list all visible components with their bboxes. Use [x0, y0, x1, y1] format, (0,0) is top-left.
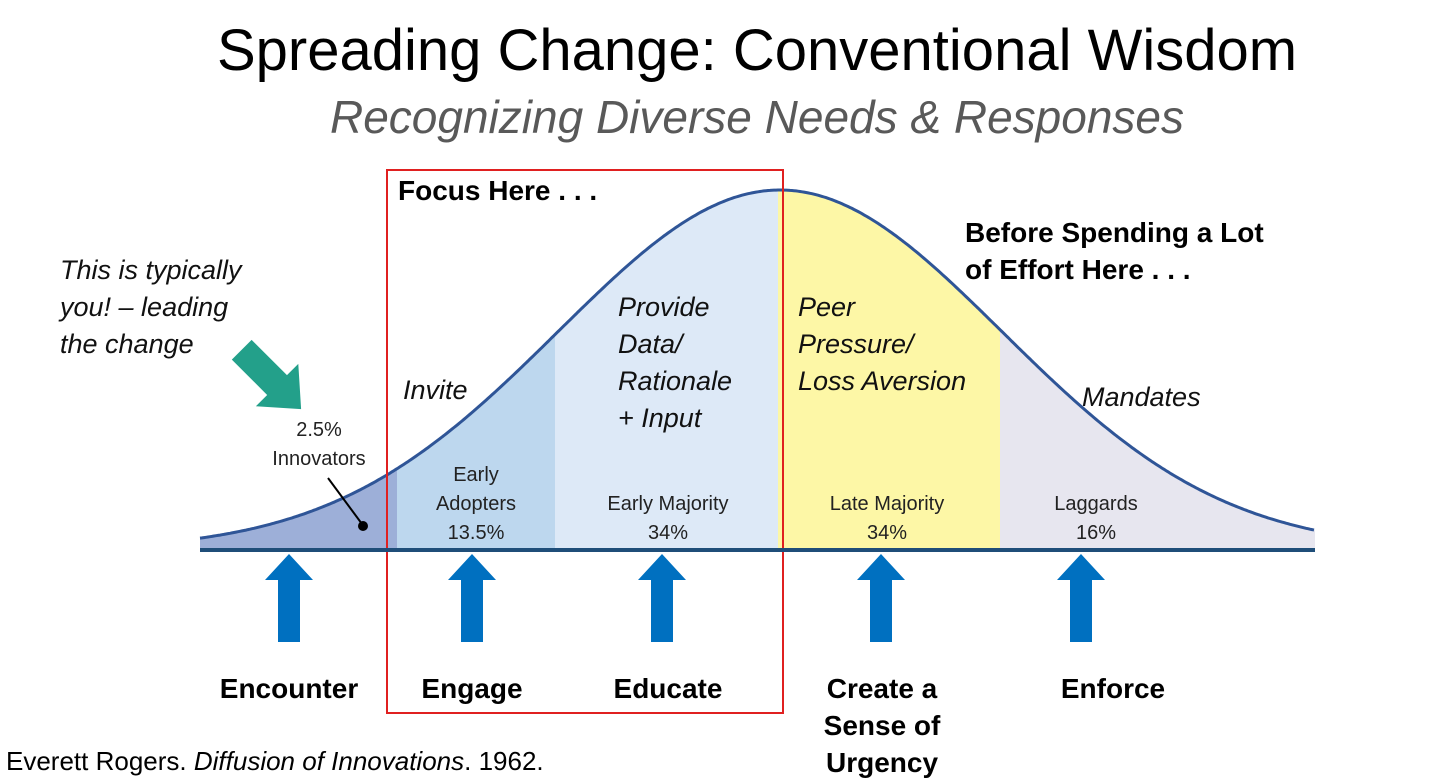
approach-label-line: Pressure/ [798, 329, 916, 359]
stage-label: Create a Sense of Urgency [824, 673, 941, 778]
approach-label-line: Rationale [618, 366, 732, 396]
segment-label: Laggards 16% [1054, 493, 1137, 544]
before-line: of Effort Here . . . [965, 254, 1191, 285]
segment-area [200, 468, 397, 550]
segment-label-line: Adopters [436, 493, 516, 515]
callout-line: the change [60, 329, 194, 359]
approach-label-line: Provide [618, 292, 710, 322]
segment-area [778, 190, 1000, 550]
curve-line [199, 188, 1315, 540]
citation-year: . 1962. [464, 746, 544, 776]
labels: 2.5% Innovators Early Adopters 13.5% Early Ma… [220, 292, 1201, 778]
approach-label: Mandates [1082, 382, 1201, 412]
citation: Everett Rogers. Diffusion of Innovations… [6, 746, 544, 776]
callout: This is typically you! – leading the cha… [58, 255, 249, 359]
segment-area [555, 190, 778, 550]
before-note: Before Spending a Lot of Effort Here . .… [965, 217, 1271, 285]
up-arrow [638, 554, 686, 642]
segment-label: Early Majority 34% [607, 493, 728, 544]
approach-label-line: + Input [618, 403, 703, 433]
focus-note: Focus Here . . . [398, 175, 597, 206]
approach-label: Peer Pressure/Loss Aversion [798, 292, 966, 396]
segment-label-line: 34% [648, 522, 688, 544]
segment-label: Early Adopters 13.5% [436, 464, 516, 544]
bell-curve [199, 188, 1315, 550]
approach-label-line: Peer [798, 292, 856, 322]
approach-label-line: Loss Aversion [798, 366, 966, 396]
title: Spreading Change: Conventional Wisdom [217, 18, 1297, 83]
stage-label: Encounter [220, 673, 359, 704]
stage-label-line: Sense of [824, 710, 941, 741]
approach-label-line: Data/ [618, 329, 685, 359]
stage-label-line: Encounter [220, 673, 359, 704]
approach-label-line: Invite [403, 375, 468, 405]
approach-label: Provide Data/Rationale + Input [618, 292, 732, 433]
stage-label: Educate [614, 673, 723, 704]
segment-label-line: Laggards [1054, 493, 1137, 515]
stage-label-line: Educate [614, 673, 723, 704]
stage-arrows [265, 554, 1105, 642]
subtitle: Recognizing Diverse Needs & Responses [330, 91, 1184, 143]
segment-label-line: 2.5% [296, 419, 342, 441]
approach-label: Invite [403, 375, 468, 405]
stage-label-line: Enforce [1061, 673, 1165, 704]
stage-label-line: Engage [421, 673, 522, 704]
segment-label: Late Majority 34% [830, 493, 945, 544]
segment-label-line: Early Majority [607, 493, 728, 515]
focus-box [386, 169, 784, 714]
callout-line: you! – leading [58, 292, 228, 322]
stage-label: Enforce [1061, 673, 1165, 704]
up-arrow [1057, 554, 1105, 642]
segment-label-line: Late Majority [830, 493, 945, 515]
citation-author: Everett Rogers. [6, 746, 194, 776]
innovator-pointer [327, 477, 363, 525]
segment-label-line: 16% [1076, 522, 1116, 544]
pointer-dot [358, 521, 368, 531]
up-arrow [448, 554, 496, 642]
segment-label-line: 13.5% [448, 522, 505, 544]
up-arrow [265, 554, 313, 642]
stage-label: Engage [421, 673, 522, 704]
segment-label-line: 34% [867, 522, 907, 544]
segment-area [1000, 329, 1315, 550]
segment-area [397, 334, 555, 550]
stage-label-line: Urgency [826, 747, 938, 778]
segment-label-line: Innovators [272, 448, 365, 470]
callout-line: This is typically [60, 255, 243, 285]
callout-arrow [231, 339, 302, 410]
stage-label-line: Create a [827, 673, 938, 704]
segment-label: 2.5% Innovators [272, 419, 365, 470]
approach-label-line: Mandates [1082, 382, 1201, 412]
before-line: Before Spending a Lot [965, 217, 1264, 248]
up-arrow [857, 554, 905, 642]
citation-work: Diffusion of Innovations [194, 746, 464, 776]
segment-label-line: Early [453, 464, 499, 486]
